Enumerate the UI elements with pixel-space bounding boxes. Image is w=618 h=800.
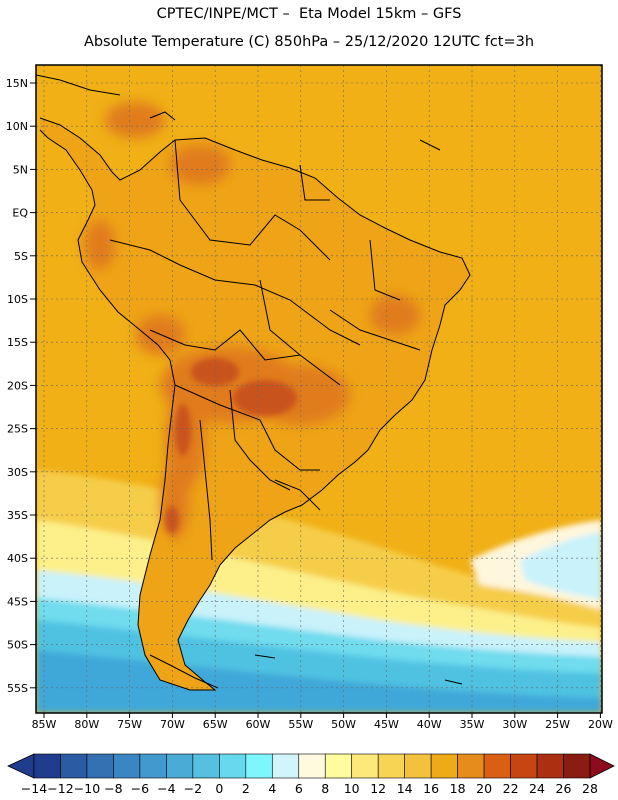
colorbar-label: 8 (321, 781, 329, 796)
lat-label: 20S (7, 379, 28, 392)
colorbar-swatch (510, 753, 538, 779)
colorbar-swatch (298, 753, 326, 779)
colorbar-label: −10 (74, 781, 100, 796)
lat-label: 45S (7, 595, 28, 608)
colorbar-label: 14 (397, 781, 413, 796)
lat-label: 40S (7, 552, 28, 565)
lon-label: 40W (417, 718, 442, 731)
colorbar-swatch (430, 753, 458, 779)
colorbar-label: 20 (476, 781, 492, 796)
lon-label: 35W (460, 718, 485, 731)
lon-label: 85W (32, 718, 57, 731)
colorbar-swatch (192, 753, 220, 779)
colorbar-label: 2 (242, 781, 250, 796)
lat-label: 55S (7, 682, 28, 695)
latitude-labels: 15N 10N 5N EQ 5S 10S 15S 20S 25S 30S 35S 40S 45S 50S 5… (6, 77, 36, 695)
colorbar-swatch (33, 753, 61, 779)
lon-label: 60W (246, 718, 271, 731)
colorbar-swatch (271, 753, 300, 779)
colorbar-label: 12 (370, 781, 386, 796)
lat-label: 25S (7, 423, 28, 436)
lon-label: 80W (74, 718, 99, 731)
lat-lon-grid (36, 65, 602, 713)
colorbar-swatch (60, 753, 88, 779)
lat-label: 15N (6, 77, 28, 90)
temperature-field (36, 65, 602, 713)
colorbar-label: −8 (104, 781, 122, 796)
colorbar-low-arrow (7, 753, 35, 779)
colorbar-label: 6 (295, 781, 303, 796)
colorbar-label: −14 (21, 781, 47, 796)
colorbar-swatch (324, 753, 353, 779)
colorbar-label: −12 (47, 781, 73, 796)
colorbar-swatch (457, 753, 485, 779)
lat-label: 5S (14, 250, 28, 263)
colorbar-swatch (351, 753, 379, 779)
lat-label: 5N (13, 163, 28, 176)
colorbar-swatch (377, 753, 405, 779)
longitude-labels: 85W 80W 75W 70W 65W 60W 55W 50W 45W 40W 35W 30W 25W 2… (32, 713, 613, 731)
colorbar-swatch (404, 753, 432, 779)
lon-label: 30W (502, 718, 527, 731)
lat-label: 50S (7, 639, 28, 652)
lon-label: 50W (331, 718, 356, 731)
colorbar-label: 10 (344, 781, 360, 796)
colorbar-swatch (483, 753, 511, 779)
colorbar-swatch (536, 753, 564, 779)
coastline (36, 74, 471, 691)
colorbar-swatch (113, 753, 141, 779)
colorbar-label: 26 (556, 781, 572, 796)
colorbar-label: 18 (450, 781, 466, 796)
lon-label: 65W (203, 718, 228, 731)
colorbar-swatch (166, 753, 194, 779)
colorbar-swatch (245, 753, 273, 779)
colorbar-swatch (86, 753, 114, 779)
lon-label: 25W (545, 718, 570, 731)
colorbar-label: 28 (582, 781, 598, 796)
lat-label: EQ (12, 207, 28, 220)
map-frame (35, 64, 603, 714)
colorbar-label: 24 (529, 781, 545, 796)
lat-label: 10N (6, 120, 28, 133)
map-subtitle: Absolute Temperature (C) 850hPa – 25/12/… (83, 34, 535, 50)
lat-label: 30S (7, 466, 28, 479)
colorbar-label: 4 (268, 781, 276, 796)
colorbar-swatch (563, 753, 591, 779)
lon-label: 20W (588, 718, 613, 731)
lon-label: 70W (160, 718, 185, 731)
colorbar-label: −6 (131, 781, 149, 796)
map-title: CPTEC/INPE/MCT – Eta Model 15km – GFS (156, 6, 462, 22)
lat-label: 10S (7, 293, 28, 306)
lon-label: 55W (288, 718, 313, 731)
colorbar-label: −4 (157, 781, 175, 796)
colorbar-high-arrow (589, 753, 615, 779)
colorbar-label: 22 (503, 781, 519, 796)
colorbar-label: −2 (184, 781, 202, 796)
colorbar-swatch (139, 753, 167, 779)
lat-label: 35S (7, 509, 28, 522)
colorbar-swatch (219, 753, 247, 779)
lon-label: 75W (117, 718, 142, 731)
lat-label: 15S (7, 336, 28, 349)
colorbar-label: 0 (215, 781, 223, 796)
colorbar-label: 16 (423, 781, 439, 796)
lon-label: 45W (374, 718, 399, 731)
